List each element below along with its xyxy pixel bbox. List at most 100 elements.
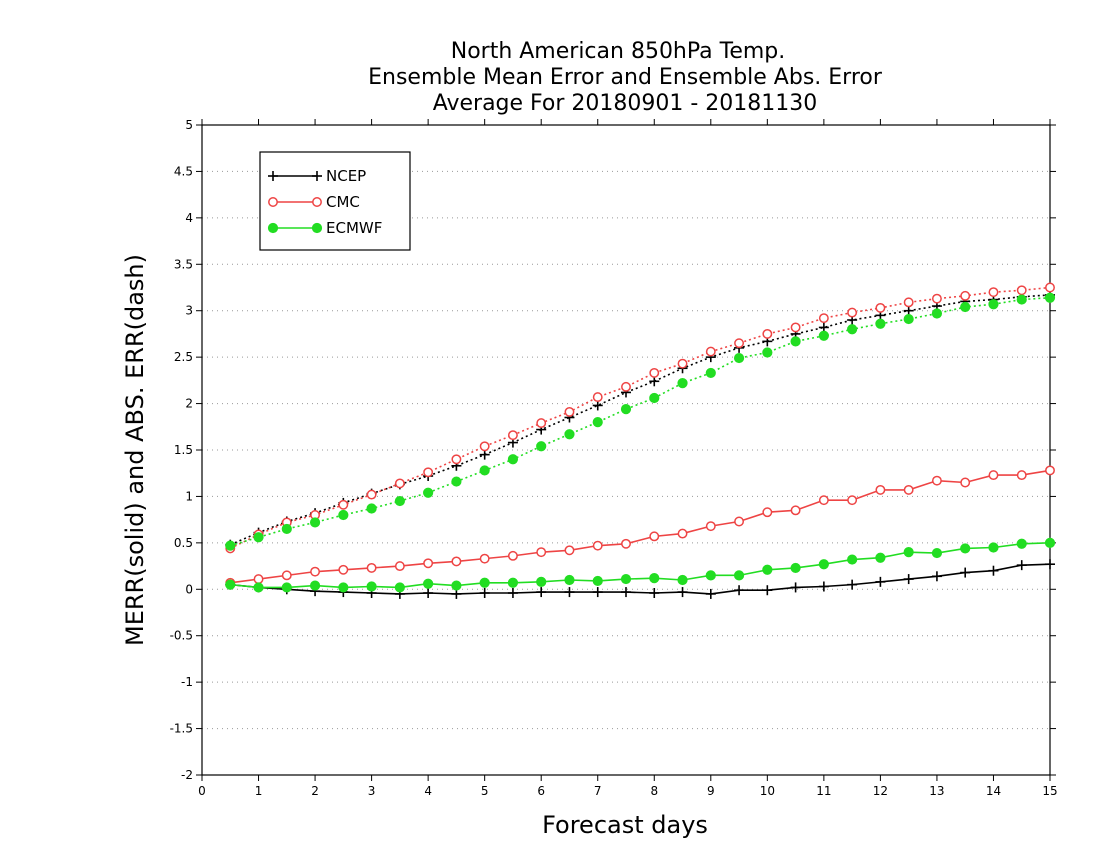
cmc-abs-err-point [762,328,773,339]
cmc-abs-err-point [564,406,575,417]
ecmwf-merr-point [366,581,377,592]
ncep-merr-point [960,567,971,578]
ecmwf-abs-err-point [1044,292,1056,303]
x-tick-label: 15 [1042,784,1057,798]
cmc-abs-err-point [592,392,603,403]
ecmwf-merr-point [479,577,490,588]
legend-label-ecmwf: ECMWF [326,219,382,237]
cmc-abs-err-point [734,338,745,349]
x-tick-label: 13 [929,784,944,798]
x-tick-label: 14 [986,784,1001,798]
ecmwf-abs-err-point [536,441,547,452]
legend-marker-cmc [268,197,278,207]
x-tick-label: 6 [537,784,545,798]
cmc-merr-point [592,540,603,551]
cmc-merr-point [847,495,858,506]
legend-marker-ecmwf [267,222,279,234]
cmc-abs-err-point [931,293,942,304]
x-axis-label: Forecast days [542,811,708,839]
ecmwf-abs-err-point [903,313,914,325]
cmc-merr-point [479,553,490,564]
x-tick-label: 11 [816,784,831,798]
ecmwf-merr-point [818,559,829,570]
cmc-merr-point [790,505,801,516]
legend: NCEP CMC ECMWF [259,151,411,251]
ecmwf-abs-err-point [564,429,575,440]
ncep-merr-point [423,588,434,598]
ecmwf-merr-point [507,577,519,588]
ncep-merr-point [903,574,914,585]
ecmwf-abs-err-point [620,404,632,415]
cmc-merr-point [564,545,575,556]
ncep-merr-point [762,585,773,596]
y-tick-label: -1 [181,675,193,689]
ecmwf-merr-point [790,562,801,574]
y-tick-label: -1.5 [170,722,193,736]
ncep-abs-err-point [592,400,603,411]
x-tick-label: 3 [368,784,376,798]
x-tick-label: 12 [873,784,888,798]
ncep-merr-point [705,588,716,599]
y-tick-label: 5 [185,118,193,132]
ncep-merr-point [734,585,745,596]
ecmwf-merr-point [281,582,292,593]
ecmwf-merr-point [620,573,632,585]
ecmwf-abs-err-line [230,296,1051,547]
ecmwf-merr-point [875,552,886,563]
ecmwf-merr-point [931,547,943,559]
cmc-merr-point [423,558,434,569]
y-tick-label: 2 [185,397,193,411]
y-tick-label: 3 [185,304,193,318]
y-tick-label: 1 [185,489,193,503]
ncep-merr-point [1016,560,1027,571]
x-tick-label: 2 [311,784,319,798]
ecmwf-abs-err-point [762,347,773,358]
ncep-abs-err-point [649,376,660,387]
ncep-abs-err-point [479,449,490,460]
ecmwf-abs-err-point [394,495,405,507]
ecmwf-abs-err-point [931,308,943,319]
cmc-abs-err-point [875,302,886,313]
ecmwf-abs-err-point [253,532,264,543]
chart-title-line-1: North American 850hPa Temp. [451,39,786,64]
cmc-merr-point [338,564,349,575]
ecmwf-merr-point [394,582,405,593]
y-tick-label: 4 [185,211,193,225]
ecmwf-abs-err-point [309,517,321,528]
ecmwf-abs-err-point [960,301,971,313]
ecmwf-merr-point [564,574,575,586]
ncep-merr-point [479,588,490,598]
x-tick-label: 8 [650,784,658,798]
gridlines [202,170,1050,730]
cmc-merr-line [230,469,1051,584]
ecmwf-abs-err-point [592,417,603,428]
ecmwf-abs-err-point [847,324,858,335]
cmc-merr-point [875,484,886,495]
ecmwf-abs-err-point [875,318,886,329]
ncep-merr-point [621,587,631,598]
cmc-abs-err-point [366,489,377,500]
cmc-abs-err-point [479,441,490,452]
chart-title-line-2: Ensemble Mean Error and Ensemble Abs. Er… [368,65,883,90]
cmc-abs-err-point [1016,285,1027,296]
ecmwf-abs-err-point [677,378,688,389]
ecmwf-abs-err-point [479,465,490,476]
legend-label-cmc: CMC [326,193,360,211]
ncep-merr-point [592,587,603,598]
ecmwf-abs-err-point [366,503,377,514]
ncep-merr-point [1045,559,1055,570]
cmc-merr-point [705,521,716,532]
cmc-abs-err-point [847,307,858,318]
ecmwf-merr-point [592,575,603,587]
ecmwf-merr-point [338,582,349,593]
cmc-abs-err-point [705,346,716,357]
y-axis-label: MERR(solid) and ABS. ERR(dash) [121,254,149,646]
ecmwf-abs-err-point [649,392,660,404]
ecmwf-merr-point [733,570,745,581]
cmc-abs-err-point [394,478,405,489]
ecmwf-abs-err-point [790,336,801,347]
legend-marker-ncep [268,171,278,181]
ecmwf-merr-point [451,580,462,591]
ncep-merr-point [875,576,886,587]
